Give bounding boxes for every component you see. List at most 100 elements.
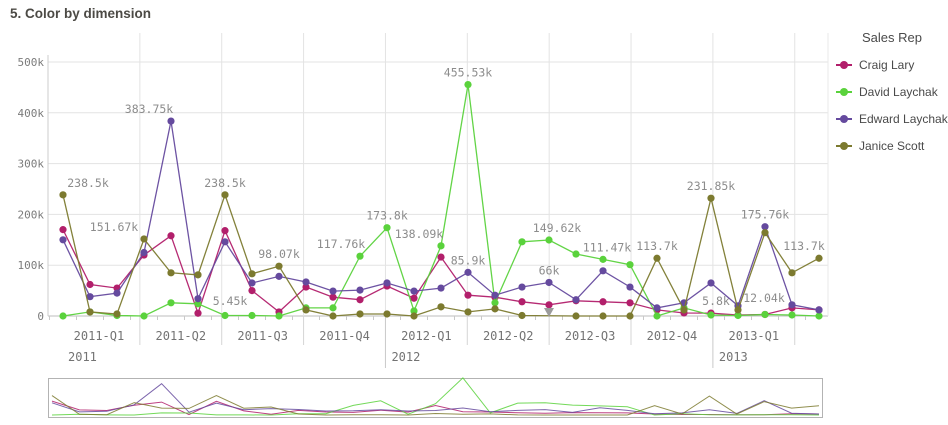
data-point[interactable] — [113, 310, 121, 318]
data-point[interactable] — [86, 308, 94, 316]
data-point[interactable] — [572, 296, 580, 304]
data-point[interactable] — [707, 311, 715, 319]
data-point[interactable] — [599, 298, 607, 306]
data-point[interactable] — [599, 312, 607, 320]
data-point[interactable] — [626, 312, 634, 320]
data-point[interactable] — [464, 308, 472, 316]
legend-item-janice-scott[interactable]: Janice Scott — [836, 136, 948, 156]
data-point[interactable] — [167, 117, 175, 125]
data-point[interactable] — [437, 242, 445, 250]
mini-chart[interactable] — [48, 377, 823, 418]
data-point[interactable] — [653, 312, 661, 320]
data-point[interactable] — [545, 236, 553, 244]
data-point[interactable] — [788, 311, 796, 319]
data-point[interactable] — [410, 312, 418, 320]
data-point[interactable] — [329, 312, 337, 320]
data-point[interactable] — [329, 293, 337, 301]
data-point[interactable] — [653, 254, 661, 262]
data-point[interactable] — [194, 271, 202, 279]
chart-plot-area[interactable] — [48, 33, 828, 316]
data-point[interactable] — [356, 286, 364, 294]
data-point[interactable] — [194, 300, 202, 308]
data-point[interactable] — [329, 287, 337, 295]
data-point[interactable] — [167, 232, 175, 240]
data-point[interactable] — [599, 267, 607, 275]
legend-item-craig-lary[interactable]: Craig Lary — [836, 55, 948, 75]
data-point[interactable] — [302, 306, 310, 314]
data-point[interactable] — [626, 299, 634, 307]
data-point[interactable] — [572, 250, 580, 258]
data-point[interactable] — [221, 191, 229, 199]
data-point[interactable] — [626, 283, 634, 291]
data-point[interactable] — [59, 226, 67, 234]
data-point[interactable] — [788, 269, 796, 277]
data-point[interactable] — [437, 253, 445, 261]
data-point[interactable] — [140, 235, 148, 243]
data-point[interactable] — [410, 287, 418, 295]
data-point[interactable] — [113, 289, 121, 297]
data-point[interactable] — [383, 224, 391, 232]
data-point[interactable] — [356, 252, 364, 260]
data-point[interactable] — [221, 227, 229, 235]
data-point[interactable] — [302, 283, 310, 291]
data-point[interactable] — [518, 238, 526, 246]
data-point[interactable] — [383, 279, 391, 287]
data-point[interactable] — [437, 303, 445, 311]
data-point[interactable] — [194, 295, 202, 303]
data-point[interactable] — [815, 306, 823, 314]
data-point[interactable] — [275, 312, 283, 320]
data-point[interactable] — [410, 294, 418, 302]
data-point[interactable] — [275, 272, 283, 280]
data-point[interactable] — [707, 194, 715, 202]
data-point[interactable] — [221, 238, 229, 246]
legend-item-david-laychak[interactable]: David Laychak — [836, 82, 948, 102]
legend-item-edward-laychak[interactable]: Edward Laychak — [836, 109, 948, 129]
data-point[interactable] — [491, 291, 499, 299]
data-point[interactable] — [167, 299, 175, 307]
data-point[interactable] — [437, 284, 445, 292]
data-point[interactable] — [248, 279, 256, 287]
data-point[interactable] — [302, 278, 310, 286]
data-point[interactable] — [86, 293, 94, 301]
data-point[interactable] — [356, 310, 364, 318]
data-point[interactable] — [680, 306, 688, 314]
data-point[interactable] — [734, 311, 742, 320]
data-point[interactable] — [626, 261, 634, 269]
data-point[interactable] — [761, 229, 769, 237]
data-point[interactable] — [248, 287, 256, 295]
data-point[interactable] — [59, 236, 67, 244]
data-point[interactable] — [167, 269, 175, 277]
series-janice-scott[interactable] — [59, 191, 823, 320]
data-point[interactable] — [221, 311, 229, 320]
data-point[interactable] — [545, 301, 553, 309]
data-point[interactable] — [734, 306, 742, 314]
data-point[interactable] — [653, 304, 661, 312]
data-point[interactable] — [464, 291, 472, 299]
data-point[interactable] — [329, 304, 337, 312]
data-point[interactable] — [788, 301, 796, 309]
data-point[interactable] — [248, 270, 256, 278]
data-point[interactable] — [518, 311, 526, 320]
data-point[interactable] — [491, 305, 499, 313]
data-point[interactable] — [815, 254, 823, 262]
data-point[interactable] — [761, 310, 769, 319]
data-point[interactable] — [59, 191, 67, 199]
data-point[interactable] — [545, 278, 553, 287]
data-point[interactable] — [248, 311, 256, 320]
data-point[interactable] — [599, 255, 607, 263]
data-point[interactable] — [491, 299, 499, 307]
data-point[interactable] — [761, 223, 769, 231]
data-point[interactable] — [410, 307, 418, 315]
data-point[interactable] — [464, 80, 472, 89]
data-point[interactable] — [707, 279, 715, 287]
data-point[interactable] — [275, 262, 283, 270]
data-point[interactable] — [815, 312, 823, 320]
data-point[interactable] — [356, 296, 364, 304]
data-point[interactable] — [59, 312, 67, 320]
data-point[interactable] — [86, 280, 94, 289]
data-point[interactable] — [518, 298, 526, 306]
data-point[interactable] — [464, 268, 472, 276]
data-point[interactable] — [140, 248, 148, 257]
data-point[interactable] — [518, 283, 526, 291]
data-point[interactable] — [572, 312, 580, 320]
